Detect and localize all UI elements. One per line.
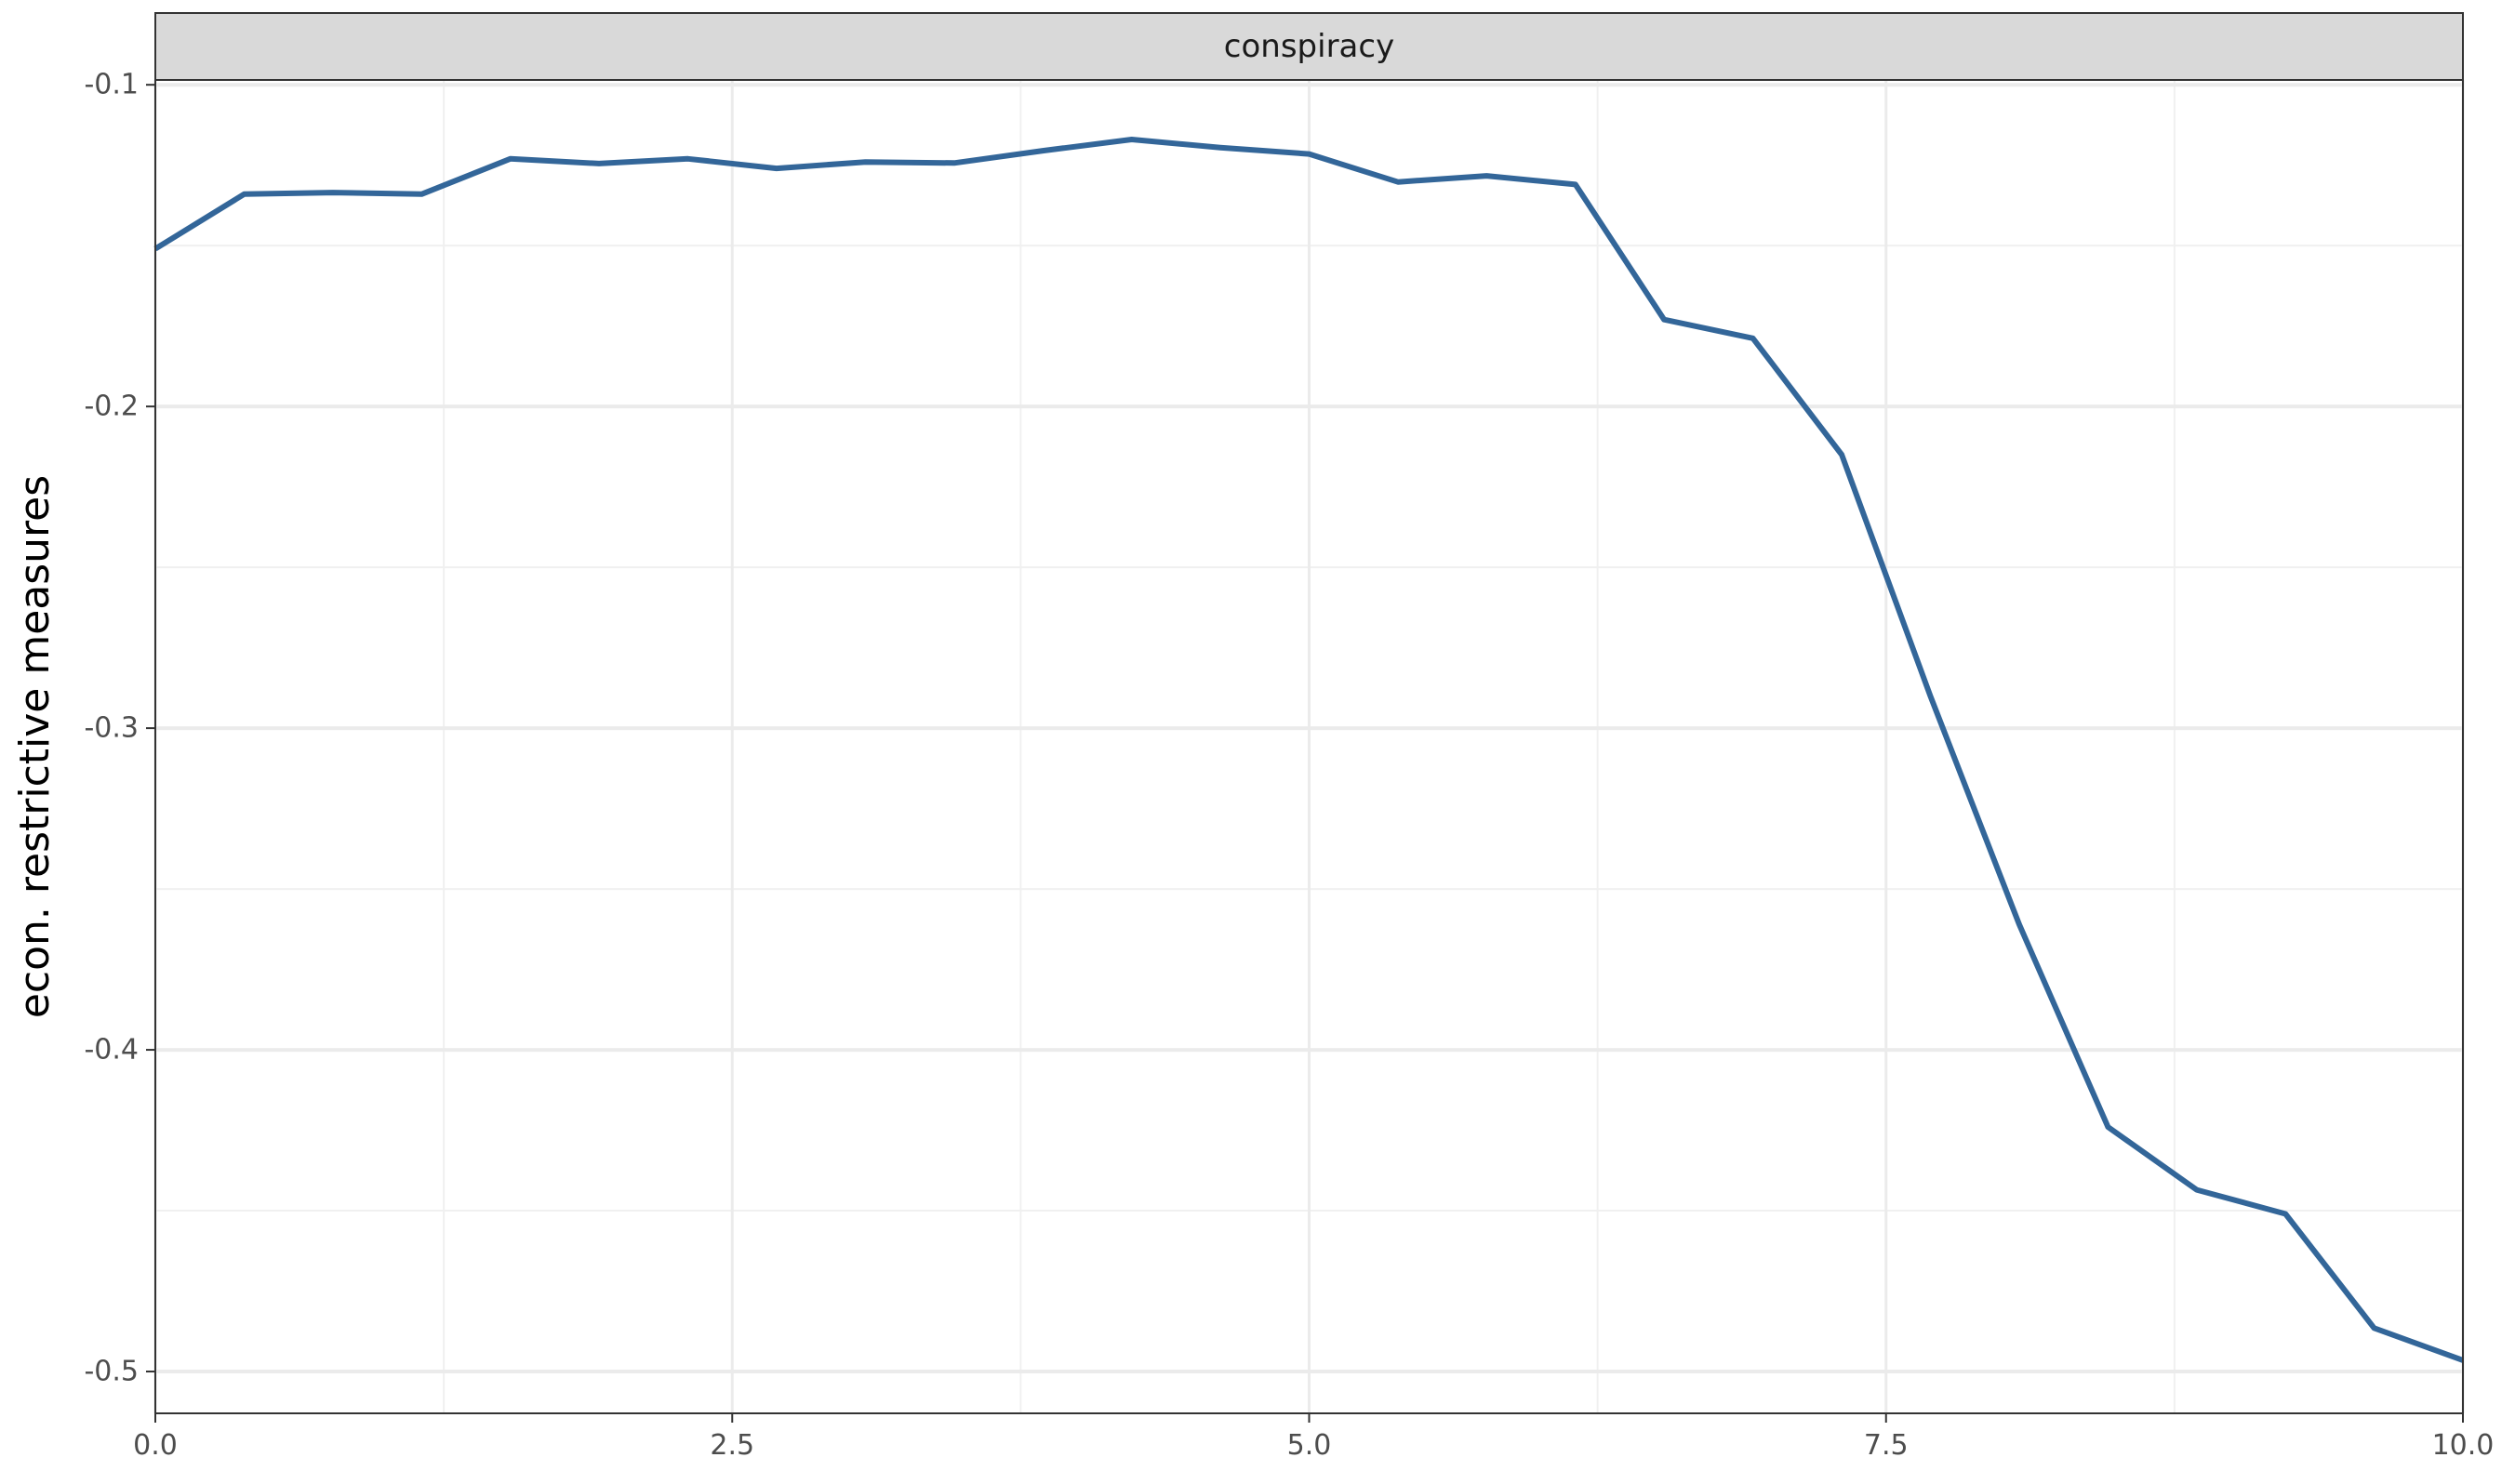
y-axis-title: econ. restrictive measures [11,475,59,1018]
facet-strip-label: conspiracy [1224,28,1394,65]
x-tick-label: 5.0 [1287,1429,1332,1462]
x-tick-label: 0.0 [133,1429,178,1462]
y-tick-label: -0.1 [84,69,139,101]
x-axis: 0.0 2.5 5.0 7.5 10.0 [133,1413,2494,1462]
facet-strip: conspiracy [154,12,2464,81]
y-axis: -0.5 -0.4 -0.3 -0.2 -0.1 [84,69,155,1388]
y-tick-label: -0.2 [84,391,139,423]
y-tick-label: -0.3 [84,712,139,745]
x-tick-label: 2.5 [710,1429,754,1462]
x-tick-label: 10.0 [2432,1429,2495,1462]
x-tick-label: 7.5 [1864,1429,1909,1462]
y-tick-label: -0.5 [84,1356,139,1388]
series-layer [153,137,2465,1363]
facet-strip-background [154,12,2464,81]
series-line-0 [153,137,2465,1363]
y-tick-label: -0.4 [84,1034,139,1067]
